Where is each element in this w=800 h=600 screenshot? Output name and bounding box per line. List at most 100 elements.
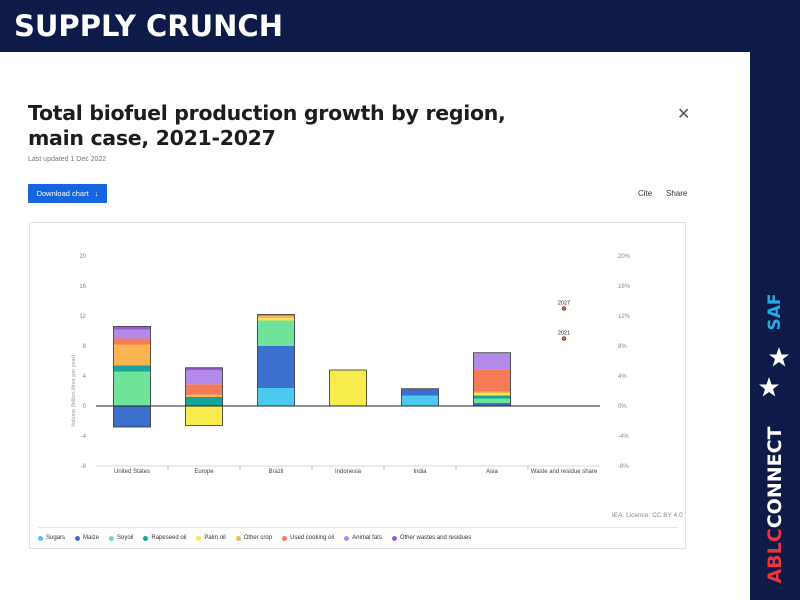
- share-point-label: 2027: [558, 301, 570, 307]
- chart-title: Total biofuel production growth by regio…: [28, 101, 506, 150]
- legend-swatch: [38, 535, 43, 541]
- legend-item[interactable]: Other crop: [235, 535, 273, 541]
- share-point-label: 2021: [558, 331, 570, 337]
- chart-card: [0, 52, 750, 600]
- legend-label: Other wastes and residues: [399, 535, 472, 541]
- stars-icon: [759, 347, 789, 397]
- legend-item[interactable]: Other wastes and residues: [391, 535, 472, 541]
- bar-segment: [257, 316, 295, 319]
- bar-segment: [401, 388, 439, 396]
- last-updated: Last updated 1 Dec 2022: [28, 156, 107, 163]
- legend-item[interactable]: Animal fats: [344, 535, 382, 541]
- legend-divider: [38, 527, 678, 528]
- bar-segment: [257, 320, 295, 346]
- bar-segment: [473, 393, 511, 396]
- y2-tick-label: -4%: [618, 434, 629, 440]
- x-tick-label: India: [413, 469, 427, 475]
- y2-tick-label: 20%: [618, 254, 631, 260]
- y-tick-label: 4: [83, 374, 87, 380]
- download-arrow-icon: ↓: [94, 189, 99, 198]
- download-chart-button[interactable]: Download chart ↓: [28, 184, 107, 203]
- bar-segment: [473, 352, 511, 370]
- legend-item[interactable]: Soyoil: [109, 535, 133, 541]
- bar-segment: [185, 384, 223, 395]
- bar-segment: [113, 329, 151, 339]
- bar-segment: [473, 395, 511, 399]
- legend-item[interactable]: Rapeseed oil: [143, 535, 186, 541]
- close-icon[interactable]: ✕: [677, 106, 691, 123]
- bar-outline: [113, 326, 151, 428]
- y2-tick-label: 16%: [618, 284, 631, 290]
- x-tick-label: United States: [114, 469, 150, 475]
- y-tick-label: 12: [79, 314, 86, 320]
- slide-title: SUPPLY CRUNCH: [14, 9, 283, 43]
- share-point: [561, 336, 567, 341]
- y2-tick-label: 12%: [618, 314, 631, 320]
- legend-swatch: [196, 535, 202, 541]
- legend-item[interactable]: Maize: [75, 535, 99, 541]
- legend-swatch: [235, 535, 241, 541]
- chart-svg: -8 -8% -4 -4% 0 0% 4 4% 8 8% 12 12% 16 16% 20 20% Volume…: [71, 254, 631, 475]
- legend-swatch: [143, 535, 149, 541]
- legend-label: Maize: [83, 535, 100, 541]
- brand-prefix: ABLC: [764, 528, 786, 584]
- bar-segment: [185, 370, 223, 385]
- legend-label: Rapeseed oil: [151, 535, 187, 541]
- legend-item[interactable]: Used cooking oil: [282, 535, 334, 541]
- bar-segment: [473, 398, 511, 403]
- legend-label: Used cooking oil: [290, 535, 335, 541]
- share-link[interactable]: Share: [666, 189, 688, 198]
- legend-item[interactable]: Sugars: [38, 535, 65, 541]
- bar-segment: [113, 365, 151, 372]
- legend-swatch: [75, 535, 81, 541]
- x-tick-label: Brazil: [268, 469, 283, 475]
- y-tick-label: -8: [81, 464, 87, 470]
- legend-label: Sugars: [46, 535, 66, 541]
- bar-segment: [113, 344, 151, 366]
- cite-link[interactable]: Cite: [638, 189, 653, 198]
- legend-item[interactable]: Palm oil: [196, 535, 226, 541]
- bar-segment: [257, 314, 295, 316]
- bar-segment: [257, 318, 295, 321]
- licence-text: IEA. Licence: CC BY 4.0: [612, 512, 683, 519]
- chart-frame: [29, 222, 686, 549]
- share-point: [561, 306, 567, 311]
- bar-segment: [257, 388, 295, 406]
- bar-segment: [185, 406, 223, 426]
- y-tick-label: 20: [79, 254, 86, 260]
- side-tag: SAF: [765, 293, 785, 331]
- download-label: Download chart: [36, 189, 89, 198]
- y-axis-title: Volume (billion litres per year): [71, 355, 77, 428]
- legend-label: Animal fats: [352, 535, 382, 541]
- bar-segment: [113, 406, 151, 427]
- bar-segment: [113, 338, 151, 345]
- x-tick-label: Europe: [194, 469, 214, 475]
- bar-segment: [473, 391, 511, 394]
- legend-swatch: [282, 535, 288, 541]
- legend-swatch: [344, 535, 350, 541]
- bar-segment: [257, 346, 295, 388]
- bar-outline: [185, 367, 223, 426]
- y-tick-label: 0: [83, 404, 87, 410]
- legend-label: Other crop: [243, 535, 273, 541]
- bar-segment: [113, 371, 151, 406]
- y-tick-label: 16: [79, 284, 86, 290]
- brand-logo: ABLCCONNECT: [764, 426, 786, 583]
- y2-tick-label: 8%: [618, 344, 627, 350]
- y2-tick-label: 0%: [618, 404, 627, 410]
- y2-tick-label: -8%: [618, 464, 629, 470]
- y-tick-label: -4: [81, 434, 87, 440]
- bar-segment: [185, 397, 223, 406]
- legend-label: Palm oil: [204, 535, 226, 541]
- bar-segment: [329, 370, 367, 406]
- y-tick-label: 8: [83, 344, 87, 350]
- x-tick-label: Asia: [486, 469, 498, 475]
- bar-segment: [473, 403, 511, 406]
- bar-segment: [401, 395, 439, 406]
- bar-segment: [185, 367, 223, 370]
- side-band: [750, 0, 800, 600]
- header-band: [0, 0, 750, 52]
- chart-legend: Sugars Maize Soyoil Rapeseed oil Palm oil Oth…: [38, 535, 471, 541]
- y2-tick-label: 4%: [618, 374, 627, 380]
- legend-label: Soyoil: [117, 535, 134, 541]
